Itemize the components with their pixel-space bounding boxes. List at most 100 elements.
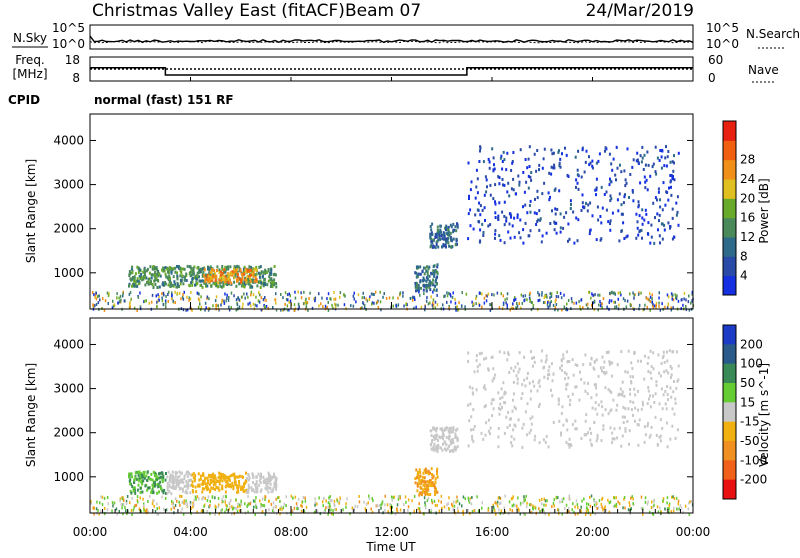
- ground-scatter-cell: [122, 294, 124, 298]
- ground-scatter-cell: [690, 500, 693, 503]
- data-cell: [436, 282, 438, 285]
- data-cell: [507, 181, 510, 185]
- data-cell: [272, 487, 275, 491]
- data-cell: [156, 491, 159, 495]
- data-cell: [577, 149, 580, 153]
- ground-scatter-cell: [157, 299, 159, 303]
- ground-scatter-cell: [254, 303, 256, 307]
- ground-scatter-cell: [196, 291, 199, 295]
- ground-scatter-cell: [130, 509, 133, 512]
- data-cell: [274, 273, 277, 277]
- data-cell: [203, 266, 206, 270]
- data-cell: [153, 279, 156, 283]
- ground-scatter-cell: [551, 505, 553, 508]
- data-cell: [515, 192, 517, 196]
- data-cell: [251, 279, 254, 283]
- ground-scatter-cell: [538, 293, 541, 297]
- data-cell: [610, 162, 613, 166]
- ground-scatter-cell: [544, 300, 546, 304]
- data-cell: [221, 285, 224, 289]
- ground-scatter-cell: [344, 294, 346, 298]
- data-cell: [431, 481, 434, 485]
- data-cell: [620, 444, 623, 448]
- data-cell: [626, 147, 629, 151]
- data-cell: [421, 279, 424, 283]
- ground-scatter-cell: [322, 504, 324, 508]
- ground-scatter-cell: [443, 505, 446, 509]
- data-cell: [270, 268, 273, 272]
- ground-scatter-cell: [183, 501, 185, 505]
- data-cell: [492, 168, 495, 172]
- data-cell: [635, 212, 638, 216]
- data-cell: [167, 270, 169, 274]
- data-cell: [669, 180, 672, 184]
- ground-scatter-cell: [368, 494, 370, 498]
- data-cell: [185, 279, 188, 282]
- data-cell: [522, 422, 525, 426]
- ground-scatter-cell: [499, 497, 502, 500]
- data-cell: [151, 490, 154, 494]
- ground-scatter-cell: [453, 504, 456, 508]
- ground-scatter-cell: [652, 305, 654, 309]
- ground-scatter-cell: [522, 501, 524, 505]
- ground-scatter-cell: [549, 301, 551, 305]
- ground-scatter-cell: [670, 510, 673, 513]
- data-cell: [146, 488, 149, 492]
- data-cell: [232, 485, 235, 488]
- ground-scatter-cell: [280, 505, 283, 509]
- data-cell: [488, 166, 491, 170]
- beam-label: Beam 07: [345, 1, 421, 21]
- data-cell: [538, 163, 541, 167]
- data-cell: [205, 485, 207, 489]
- data-cell: [553, 166, 556, 170]
- data-cell: [661, 149, 663, 152]
- data-cell: [417, 287, 420, 291]
- data-cell: [442, 243, 445, 247]
- ground-scatter-cell: [201, 509, 204, 513]
- data-cell: [202, 472, 205, 476]
- data-cell: [643, 377, 646, 381]
- ground-scatter-cell: [304, 299, 307, 303]
- ground-scatter-cell: [323, 510, 326, 514]
- ground-scatter-cell: [145, 509, 147, 513]
- data-cell: [564, 377, 567, 381]
- data-cell: [430, 482, 433, 486]
- data-cell: [441, 431, 444, 435]
- data-cell: [604, 386, 607, 390]
- data-cell: [251, 472, 254, 476]
- ground-scatter-cell: [318, 496, 320, 500]
- data-cell: [544, 440, 547, 444]
- data-cell: [585, 413, 588, 417]
- data-cell: [137, 279, 140, 283]
- ground-scatter-cell: [223, 299, 225, 303]
- ground-scatter-cell: [606, 305, 608, 309]
- ground-scatter-cell: [345, 502, 347, 506]
- nave-tick-bottom: 0: [708, 71, 716, 85]
- ground-scatter-cell: [147, 500, 149, 503]
- data-cell: [264, 283, 267, 287]
- data-cell: [209, 276, 211, 280]
- ground-scatter-cell: [553, 504, 556, 508]
- data-cell: [267, 471, 270, 475]
- data-cell: [667, 398, 670, 402]
- ground-scatter-cell: [246, 292, 248, 296]
- ground-scatter-cell: [529, 291, 531, 295]
- data-cell: [180, 271, 183, 274]
- ground-scatter-cell: [303, 510, 306, 514]
- ground-scatter-cell: [121, 497, 124, 501]
- data-cell: [184, 275, 186, 279]
- ground-scatter-cell: [469, 498, 471, 502]
- data-cell: [571, 423, 574, 427]
- data-cell: [659, 205, 662, 209]
- data-cell: [186, 491, 189, 495]
- data-cell: [467, 351, 470, 355]
- ground-scatter-cell: [423, 512, 425, 516]
- data-cell: [489, 193, 492, 197]
- data-cell: [425, 488, 428, 492]
- ground-scatter-cell: [185, 499, 187, 503]
- ground-scatter-cell: [225, 503, 227, 507]
- data-cell: [161, 282, 164, 286]
- ground-scatter-cell: [561, 500, 564, 503]
- ground-scatter-cell: [300, 504, 302, 508]
- data-cell: [443, 232, 446, 236]
